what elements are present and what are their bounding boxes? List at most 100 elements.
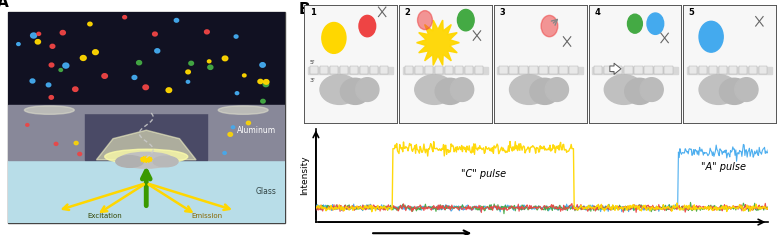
Bar	[519, 67, 528, 74]
Circle shape	[541, 15, 558, 37]
Bar	[405, 67, 413, 74]
Bar	[759, 67, 768, 74]
Ellipse shape	[63, 63, 69, 68]
Bar	[644, 67, 653, 74]
Text: 2: 2	[405, 8, 410, 17]
Bar	[498, 67, 583, 74]
Polygon shape	[140, 156, 152, 163]
Ellipse shape	[102, 74, 108, 78]
Ellipse shape	[153, 32, 158, 36]
Polygon shape	[417, 20, 459, 65]
FancyArrowPatch shape	[610, 63, 621, 74]
Ellipse shape	[16, 43, 20, 46]
Bar	[614, 67, 622, 74]
Bar	[207, 109, 285, 160]
Bar	[455, 67, 463, 74]
Text: 5': 5'	[310, 60, 316, 65]
Ellipse shape	[74, 141, 78, 145]
Bar	[340, 67, 348, 74]
Ellipse shape	[122, 16, 126, 19]
Text: A: A	[0, 0, 9, 10]
Ellipse shape	[60, 31, 66, 35]
Bar	[530, 67, 537, 74]
Text: Emission: Emission	[192, 213, 223, 219]
Bar	[475, 67, 483, 74]
Bar	[739, 67, 747, 74]
Ellipse shape	[258, 79, 263, 84]
Ellipse shape	[93, 50, 98, 55]
Bar	[370, 67, 378, 74]
Bar	[320, 67, 328, 74]
Ellipse shape	[604, 75, 644, 104]
Ellipse shape	[154, 49, 160, 53]
Ellipse shape	[50, 44, 55, 48]
Text: 1: 1	[310, 8, 316, 17]
Circle shape	[322, 23, 346, 53]
Text: Intensity: Intensity	[300, 156, 309, 196]
Ellipse shape	[356, 78, 379, 102]
Ellipse shape	[246, 121, 250, 125]
Ellipse shape	[174, 19, 179, 22]
Ellipse shape	[207, 65, 213, 69]
Ellipse shape	[115, 156, 144, 167]
Bar	[592, 67, 678, 74]
Ellipse shape	[228, 133, 232, 136]
Bar	[729, 67, 737, 74]
Ellipse shape	[435, 78, 465, 104]
Ellipse shape	[49, 96, 53, 99]
Bar	[569, 67, 578, 74]
Bar	[689, 67, 697, 74]
Ellipse shape	[143, 85, 148, 90]
Text: B: B	[299, 2, 310, 17]
Bar	[434, 67, 443, 74]
Ellipse shape	[105, 149, 188, 164]
Circle shape	[417, 11, 432, 30]
Ellipse shape	[78, 152, 82, 156]
Ellipse shape	[222, 56, 228, 61]
Ellipse shape	[232, 126, 235, 129]
Ellipse shape	[80, 55, 86, 60]
Circle shape	[699, 21, 723, 52]
Text: Excitation: Excitation	[87, 213, 122, 219]
Ellipse shape	[166, 88, 172, 93]
Ellipse shape	[73, 87, 78, 91]
Ellipse shape	[509, 75, 548, 104]
Text: 3: 3	[499, 8, 505, 17]
Ellipse shape	[340, 78, 370, 104]
Ellipse shape	[415, 75, 454, 104]
Ellipse shape	[263, 82, 268, 87]
Bar	[380, 67, 388, 74]
Bar	[559, 67, 568, 74]
Ellipse shape	[46, 83, 51, 87]
Bar	[424, 67, 433, 74]
Bar	[665, 67, 672, 74]
Ellipse shape	[640, 78, 663, 102]
Bar	[594, 67, 602, 74]
Ellipse shape	[260, 63, 265, 67]
Ellipse shape	[189, 61, 193, 65]
Bar	[465, 67, 473, 74]
Ellipse shape	[735, 78, 758, 102]
Ellipse shape	[236, 92, 239, 95]
Bar	[8, 160, 285, 223]
Ellipse shape	[261, 99, 265, 103]
Ellipse shape	[37, 32, 41, 35]
Ellipse shape	[699, 75, 738, 104]
Bar	[654, 67, 662, 74]
Ellipse shape	[132, 75, 136, 79]
Ellipse shape	[223, 152, 226, 154]
Bar	[687, 67, 772, 74]
Bar	[699, 67, 707, 74]
Bar	[85, 113, 207, 160]
Bar	[719, 67, 727, 74]
Text: 5: 5	[689, 8, 695, 17]
Bar	[350, 67, 358, 74]
Ellipse shape	[234, 35, 238, 38]
Ellipse shape	[243, 74, 246, 77]
Ellipse shape	[264, 80, 269, 84]
Bar	[624, 67, 633, 74]
Text: Glass: Glass	[256, 187, 276, 196]
Ellipse shape	[49, 63, 54, 67]
Ellipse shape	[207, 60, 211, 63]
Ellipse shape	[153, 156, 178, 167]
